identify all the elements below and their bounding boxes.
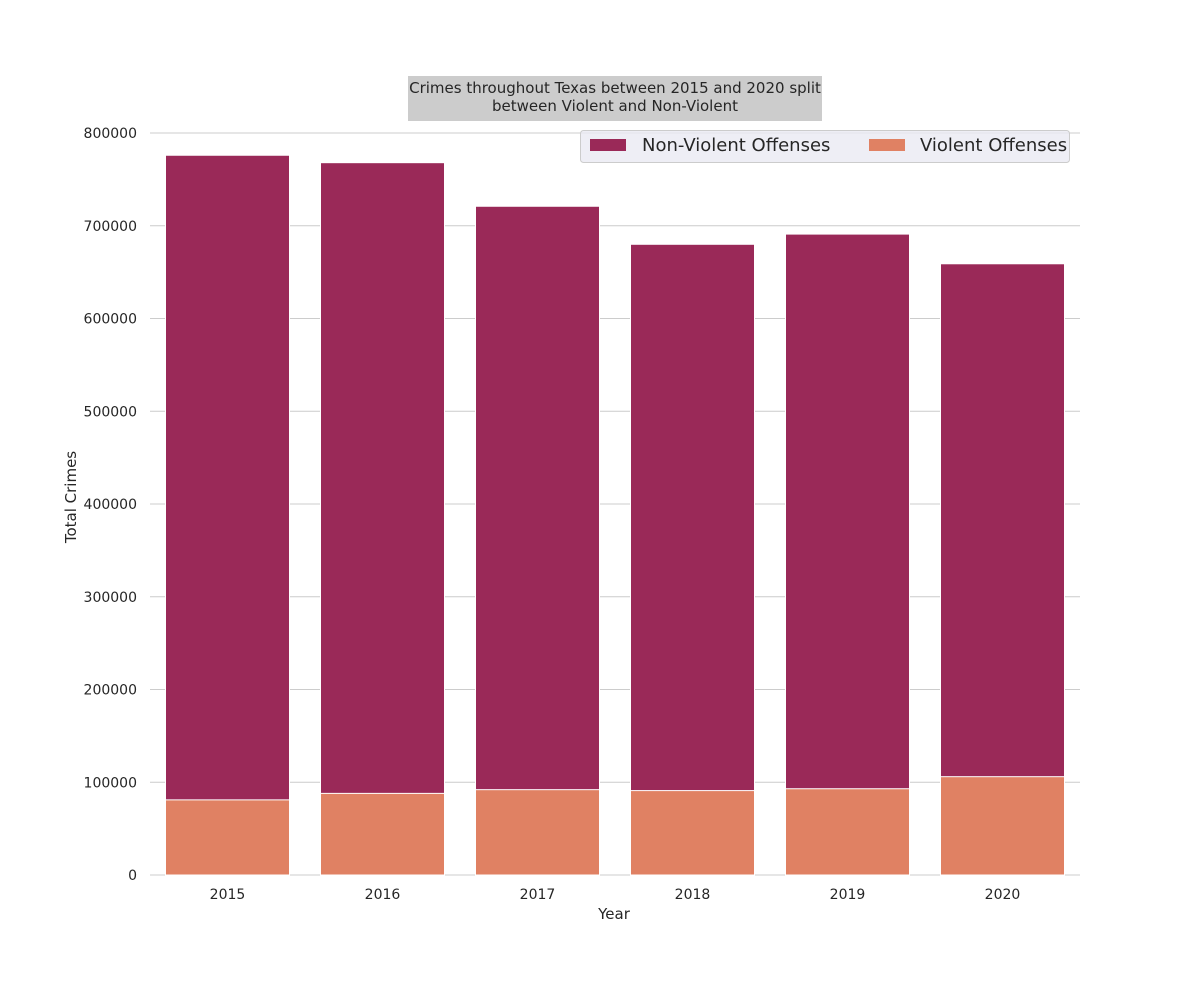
bar-violent-2017 [475, 789, 600, 876]
x-tick-label: 2017 [520, 887, 556, 903]
bar-non-violent-2020 [940, 263, 1065, 876]
bar-non-violent-2017 [475, 205, 600, 876]
y-tick-label: 600000 [84, 312, 137, 328]
title-line-2: between Violent and Non-Violent [492, 97, 738, 115]
x-tick-label: 2016 [365, 887, 401, 903]
x-tick-label: 2020 [985, 887, 1021, 903]
legend-swatch-non-violent [590, 139, 626, 151]
x-axis-label: Year [597, 905, 631, 923]
y-tick-label: 700000 [84, 219, 137, 235]
bar-violent-2020 [940, 776, 1065, 876]
x-tick-label: 2015 [210, 887, 246, 903]
y-tick-label: 0 [128, 868, 137, 884]
x-tick-label: 2019 [830, 887, 866, 903]
bar-violent-2019 [785, 788, 910, 876]
y-tick-label: 400000 [84, 497, 137, 513]
y-tick-labels: 0 100000 200000 300000 400000 500000 600000 700… [84, 126, 137, 884]
y-axis-label: Total Crimes [62, 451, 80, 544]
y-tick-label: 300000 [84, 590, 137, 606]
y-tick-label: 100000 [84, 775, 137, 791]
bars [165, 154, 1065, 876]
bar-non-violent-2019 [785, 233, 910, 876]
bar-non-violent-2018 [630, 243, 755, 876]
chart-title: Crimes throughout Texas between 2015 and… [408, 76, 822, 121]
x-tick-labels: 2015 2016 2017 2018 2019 2020 [210, 887, 1021, 903]
legend-swatch-violent [869, 139, 905, 151]
title-box [408, 76, 822, 121]
bar-violent-2015 [165, 799, 290, 876]
bar-non-violent-2016 [320, 162, 445, 876]
bar-violent-2016 [320, 792, 445, 876]
title-line-1: Crimes throughout Texas between 2015 and… [409, 79, 821, 97]
y-tick-label: 800000 [84, 126, 137, 142]
y-tick-label: 200000 [84, 683, 137, 699]
legend: Non-Violent Offenses Violent Offenses [580, 130, 1070, 163]
bar-violent-2018 [630, 790, 755, 876]
legend-frame [580, 130, 1070, 163]
bar-non-violent-2015 [165, 154, 290, 876]
legend-label-violent: Violent Offenses [920, 135, 1067, 156]
x-tick-label: 2018 [675, 887, 711, 903]
y-tick-label: 500000 [84, 404, 137, 420]
legend-label-non-violent: Non-Violent Offenses [642, 135, 830, 156]
